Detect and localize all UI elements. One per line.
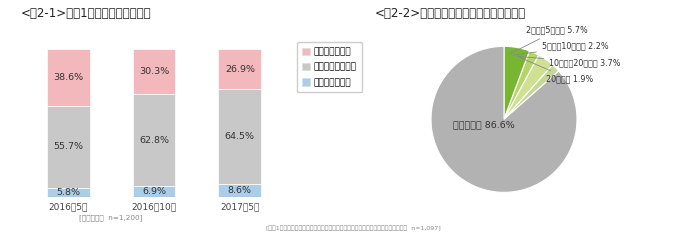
Text: 2年後～5年未満 5.7%: 2年後～5年未満 5.7%	[510, 26, 588, 54]
Text: <図2-1>今後1年間の景気の見通し: <図2-1>今後1年間の景気の見通し	[21, 7, 152, 20]
Text: 38.6%: 38.6%	[53, 73, 83, 82]
Bar	[132, 186, 176, 197]
Text: 5.8%: 5.8%	[56, 188, 80, 197]
Wedge shape	[504, 65, 559, 119]
Wedge shape	[504, 55, 552, 119]
Bar	[47, 49, 90, 106]
Bar	[218, 49, 261, 89]
Text: 26.9%: 26.9%	[225, 65, 255, 73]
Text: [全体ベース  n=1,200]: [全体ベース n=1,200]	[79, 214, 143, 221]
Text: [今後1年間で景気が「変わらないと思う」「悪くなると思う」と回答した人ベース  n=1,097]: [今後1年間で景気が「変わらないと思う」「悪くなると思う」と回答した人ベース n…	[266, 226, 441, 231]
Wedge shape	[504, 46, 530, 119]
Bar	[218, 89, 261, 184]
Text: 2016年5月: 2016年5月	[48, 202, 88, 212]
Text: 6.9%: 6.9%	[142, 187, 166, 196]
Bar	[218, 184, 261, 197]
Text: 30.3%: 30.3%	[139, 67, 169, 76]
Bar	[132, 94, 176, 186]
Text: 10年後～20年未満 3.7%: 10年後～20年未満 3.7%	[517, 56, 621, 67]
Wedge shape	[504, 51, 539, 119]
Bar	[132, 49, 176, 94]
Bar	[47, 188, 90, 197]
Text: 64.5%: 64.5%	[225, 132, 255, 141]
Text: <図2-2>何年後に景気が良くなると思うか: <図2-2>何年後に景気が良くなると思うか	[374, 7, 526, 20]
Text: 20年後～ 1.9%: 20年後～ 1.9%	[521, 58, 594, 84]
Text: 5年後～10年未満 2.2%: 5年後～10年未満 2.2%	[514, 42, 608, 55]
Legend: 悪くなると思う, 変わらないと思う, 良くなると思う: 悪くなると思う, 変わらないと思う, 良くなると思う	[297, 42, 363, 92]
Text: 55.7%: 55.7%	[53, 143, 83, 151]
Text: 62.8%: 62.8%	[139, 136, 169, 145]
Text: 8.6%: 8.6%	[228, 186, 252, 195]
Text: 2016年10月: 2016年10月	[132, 202, 176, 212]
Bar	[47, 106, 90, 188]
Text: わからない 86.6%: わからない 86.6%	[453, 121, 514, 130]
Text: 2017年5月: 2017年5月	[220, 202, 260, 212]
Wedge shape	[431, 46, 577, 192]
